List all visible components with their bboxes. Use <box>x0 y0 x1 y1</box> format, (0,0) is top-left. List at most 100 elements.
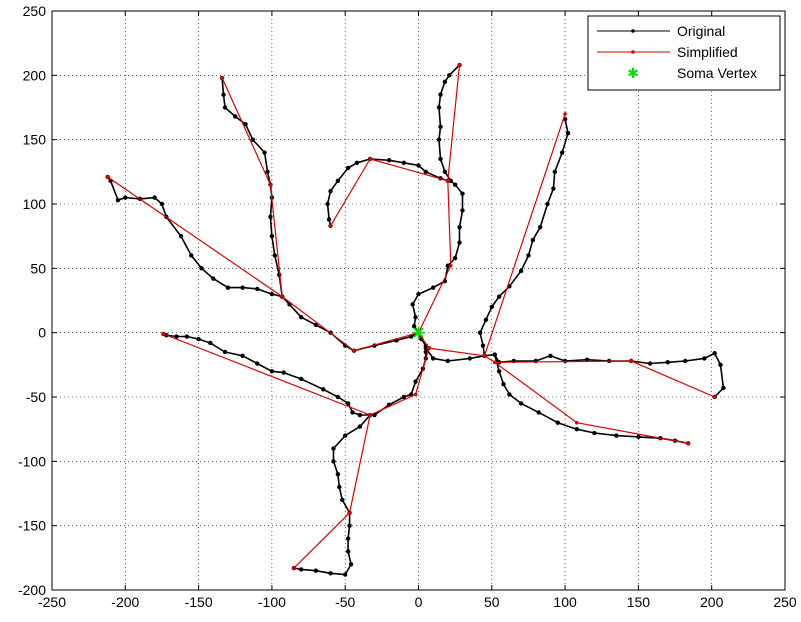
data-point-original <box>614 433 619 438</box>
data-point-original <box>460 208 465 213</box>
data-point-simplified <box>368 413 372 417</box>
data-point-simplified <box>426 346 431 350</box>
data-point-simplified <box>686 441 691 446</box>
legend-item-soma: ✱ Soma Vertex <box>627 65 757 82</box>
x-tick-label: -50 <box>335 594 355 610</box>
data-point-original <box>477 330 483 335</box>
legend-item-simplified: Simplified <box>597 44 738 60</box>
data-point-original <box>452 255 458 261</box>
x-tick-label: -200 <box>111 594 139 610</box>
data-point-original <box>328 188 333 194</box>
data-point-original <box>240 285 245 290</box>
data-point-original <box>430 356 436 361</box>
data-point-original <box>526 253 531 258</box>
x-tick-label: -100 <box>258 594 286 610</box>
data-point-simplified <box>575 420 579 425</box>
y-tick-label: -150 <box>18 518 46 534</box>
data-point-original <box>281 370 286 375</box>
data-point-original <box>184 334 190 339</box>
data-point-original <box>340 497 345 503</box>
series-soma <box>412 326 425 339</box>
data-point-original <box>489 304 494 310</box>
data-point-original <box>436 137 442 142</box>
data-point-original <box>423 345 429 351</box>
data-point-original <box>416 163 421 168</box>
data-point-original <box>548 353 553 359</box>
data-point-original <box>196 336 201 342</box>
data-point-original <box>174 334 179 339</box>
data-point-original <box>551 186 556 191</box>
legend-marker-soma: ✱ <box>627 66 639 82</box>
data-point-original <box>457 240 462 245</box>
data-point-original <box>331 446 336 451</box>
data-point-original <box>299 376 304 382</box>
legend-marker-original <box>631 29 635 33</box>
data-point-original <box>347 523 352 528</box>
data-point-original <box>255 361 260 366</box>
data-point-original <box>442 169 448 175</box>
y-tick-label: 100 <box>23 196 47 212</box>
data-point-original <box>574 426 580 432</box>
data-point-original <box>337 484 342 490</box>
data-point-original <box>530 237 536 243</box>
data-point-simplified <box>220 76 224 80</box>
data-point-original <box>492 352 497 357</box>
legend-box <box>587 15 781 91</box>
axis-ticks: -250 -200 -150 -100 -50 0 50 100 150 200 250-200-1… <box>18 3 797 610</box>
data-point-original <box>345 536 351 541</box>
data-point-original <box>401 160 407 166</box>
data-point-original <box>243 122 248 127</box>
series-line-original <box>293 414 371 576</box>
series-line-simplified <box>417 64 461 333</box>
data-point-simplified <box>105 175 110 179</box>
data-point-simplified <box>413 392 418 397</box>
data-point-original <box>423 169 429 175</box>
data-point-simplified <box>712 395 717 399</box>
legend-label-simplified: Simplified <box>677 44 738 60</box>
data-point-original <box>326 217 332 222</box>
data-point-original <box>501 381 506 387</box>
x-tick-label: -250 <box>38 594 66 610</box>
data-point-original <box>413 379 418 384</box>
data-point-simplified <box>292 566 296 570</box>
data-point-original <box>225 285 231 290</box>
data-point-original <box>445 358 451 364</box>
legend-item-original: Original <box>597 23 725 39</box>
data-point-original <box>321 387 326 392</box>
data-point-original <box>325 201 330 207</box>
legend: Original Simplified ✱ Soma Vertex <box>587 15 781 91</box>
x-tick-label: 0 <box>415 594 423 610</box>
data-point-simplified <box>352 348 356 353</box>
data-point-simplified <box>563 112 567 116</box>
data-point-original <box>496 369 502 374</box>
data-point-simplified <box>368 157 372 161</box>
y-tick-label: -100 <box>18 453 46 469</box>
series-line-simplified <box>483 113 566 356</box>
data-point-original <box>233 114 238 119</box>
data-point-original <box>343 433 348 438</box>
data-point-original <box>565 131 571 136</box>
data-point-original <box>152 195 157 200</box>
series-simplified <box>105 63 717 570</box>
data-point-original <box>447 73 452 78</box>
data-point-original <box>313 322 319 328</box>
data-point-original <box>483 317 489 322</box>
data-point-original <box>328 571 333 576</box>
data-point-original <box>552 169 558 175</box>
data-point-simplified <box>446 179 450 183</box>
y-tick-label: 0 <box>38 325 46 341</box>
data-point-original <box>272 253 278 258</box>
data-point-original <box>416 291 421 297</box>
x-tick-label: -150 <box>185 594 213 610</box>
x-tick-label: 150 <box>627 594 651 610</box>
data-point-original <box>647 361 653 366</box>
soma-star-stroke <box>413 327 424 338</box>
data-point-original <box>518 401 524 406</box>
data-point-original <box>115 197 121 203</box>
x-tick-label: 250 <box>773 594 797 610</box>
data-point-simplified <box>347 511 352 515</box>
data-point-original <box>345 401 351 406</box>
data-point-original <box>536 410 541 415</box>
data-point-original <box>555 420 560 425</box>
